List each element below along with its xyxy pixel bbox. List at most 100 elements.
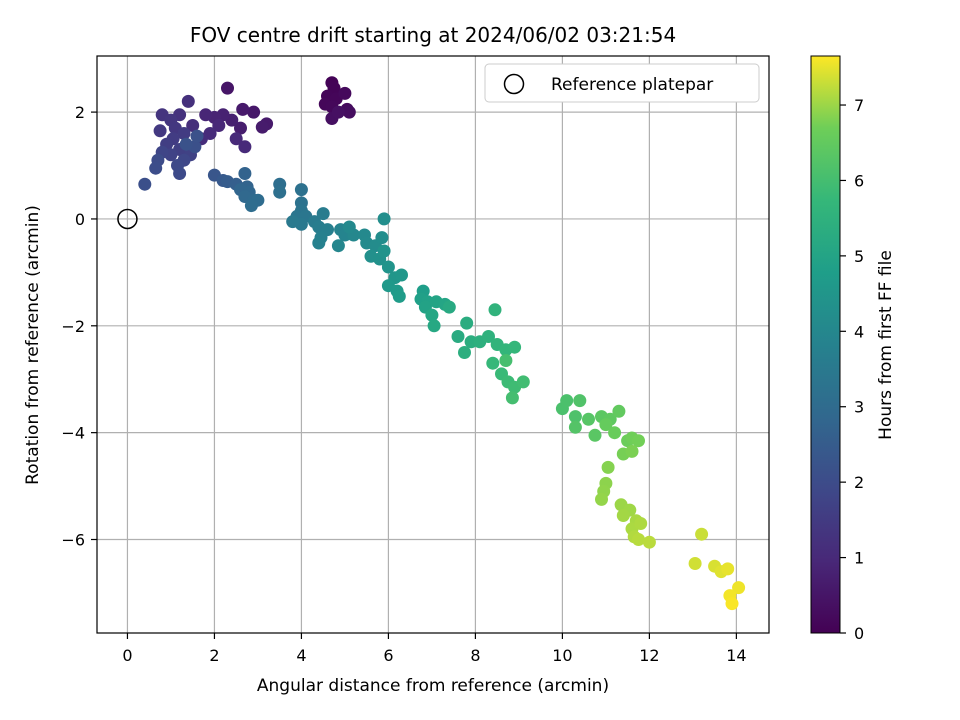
data-point	[608, 426, 622, 440]
data-point	[625, 444, 639, 458]
data-point	[316, 207, 330, 221]
data-point	[229, 132, 243, 146]
legend-box	[484, 63, 760, 103]
data-point	[601, 460, 615, 474]
data-point	[255, 120, 269, 134]
data-point	[642, 535, 656, 549]
data-point	[244, 199, 258, 213]
data-point	[236, 102, 250, 116]
data-point	[516, 375, 530, 389]
x-tick-label: 14	[726, 646, 746, 665]
y-tick-label: −2	[61, 317, 85, 336]
data-point	[186, 119, 200, 132]
y-tick-label: −6	[61, 531, 85, 550]
data-point	[508, 340, 522, 354]
data-point	[375, 231, 389, 245]
data-point	[688, 557, 702, 570]
data-point	[427, 319, 441, 333]
data-point	[612, 404, 626, 418]
data-point	[425, 308, 439, 322]
reference-platepar-marker	[117, 208, 138, 230]
colorbar-tick-label: 5	[854, 247, 864, 266]
chart-title: FOV centre drift starting at 2024/06/02 …	[190, 23, 676, 47]
y-axis-ticks: −6 −4 −2 0 2	[61, 103, 97, 550]
x-tick-label: 10	[552, 646, 572, 665]
data-point	[488, 303, 502, 317]
data-point	[725, 597, 739, 611]
x-tick-label: 6	[383, 646, 393, 665]
y-axis-label: Rotation from reference (arcmin)	[23, 205, 43, 485]
data-point	[331, 105, 345, 119]
data-point	[505, 391, 519, 405]
x-tick-label: 4	[296, 646, 306, 665]
legend-label-reference-platepar: Reference platepar	[551, 75, 713, 95]
data-point	[486, 356, 500, 370]
x-tick-label: 12	[639, 646, 659, 665]
data-point	[286, 215, 300, 229]
colorbar-ticks: 0 1 2 3 4 5 6 7	[840, 96, 864, 643]
data-point	[342, 105, 356, 119]
data-point	[331, 239, 345, 253]
data-point	[273, 185, 287, 199]
colorbar: 0 1 2 3 4 5 6 7 Hours from first FF file	[810, 55, 896, 643]
data-point	[138, 177, 152, 191]
data-point	[377, 212, 391, 226]
data-point	[442, 300, 456, 314]
colorbar-tick-label: 6	[854, 171, 864, 190]
data-point	[153, 124, 167, 138]
data-point	[212, 119, 226, 132]
colorbar-tick-label: 4	[854, 322, 864, 341]
x-axis-ticks: 0 2 4 6 8 10 12 14	[122, 633, 747, 665]
data-point	[377, 244, 391, 258]
data-point	[732, 581, 746, 595]
data-point	[695, 527, 709, 541]
data-point	[634, 517, 648, 530]
data-point	[149, 161, 163, 175]
data-point	[395, 268, 408, 282]
data-points	[138, 76, 746, 611]
data-point	[247, 105, 261, 119]
data-point	[588, 428, 602, 442]
data-point	[190, 129, 204, 143]
data-point	[342, 220, 356, 234]
data-point	[238, 167, 252, 180]
y-tick-label: 0	[75, 210, 85, 229]
data-point	[721, 562, 735, 576]
data-point	[632, 533, 645, 546]
data-point	[451, 330, 465, 343]
data-point	[238, 140, 252, 154]
data-point	[632, 434, 645, 448]
plot-frame	[96, 55, 770, 634]
data-point	[179, 137, 193, 151]
data-point	[460, 316, 474, 330]
x-axis-label: Angular distance from reference (arcmin)	[257, 676, 609, 696]
data-point	[221, 81, 234, 95]
colorbar-tick-label: 3	[854, 398, 864, 417]
data-point	[568, 420, 582, 434]
data-point	[482, 330, 495, 343]
colorbar-tick-label: 2	[854, 473, 864, 492]
data-point	[199, 108, 213, 122]
colorbar-tick-label: 7	[854, 96, 864, 115]
data-point	[582, 412, 595, 426]
y-tick-label: 2	[75, 103, 85, 122]
data-point	[568, 410, 582, 424]
legend: Reference platepar	[484, 63, 760, 103]
y-tick-label: −4	[61, 424, 85, 443]
x-tick-label: 8	[470, 646, 480, 665]
colorbar-tick-label: 0	[854, 624, 864, 643]
colorbar-gradient	[810, 55, 841, 634]
x-tick-label: 2	[209, 646, 219, 665]
colorbar-tick-label: 1	[854, 549, 864, 568]
data-point	[499, 354, 513, 367]
data-point	[560, 394, 574, 408]
legend-marker	[503, 73, 525, 95]
data-point	[392, 289, 406, 303]
data-point	[595, 492, 608, 506]
data-point	[177, 127, 191, 140]
data-point	[573, 394, 587, 408]
colorbar-label: Hours from first FF file	[876, 250, 896, 440]
data-point	[181, 94, 195, 108]
data-point	[381, 260, 395, 274]
